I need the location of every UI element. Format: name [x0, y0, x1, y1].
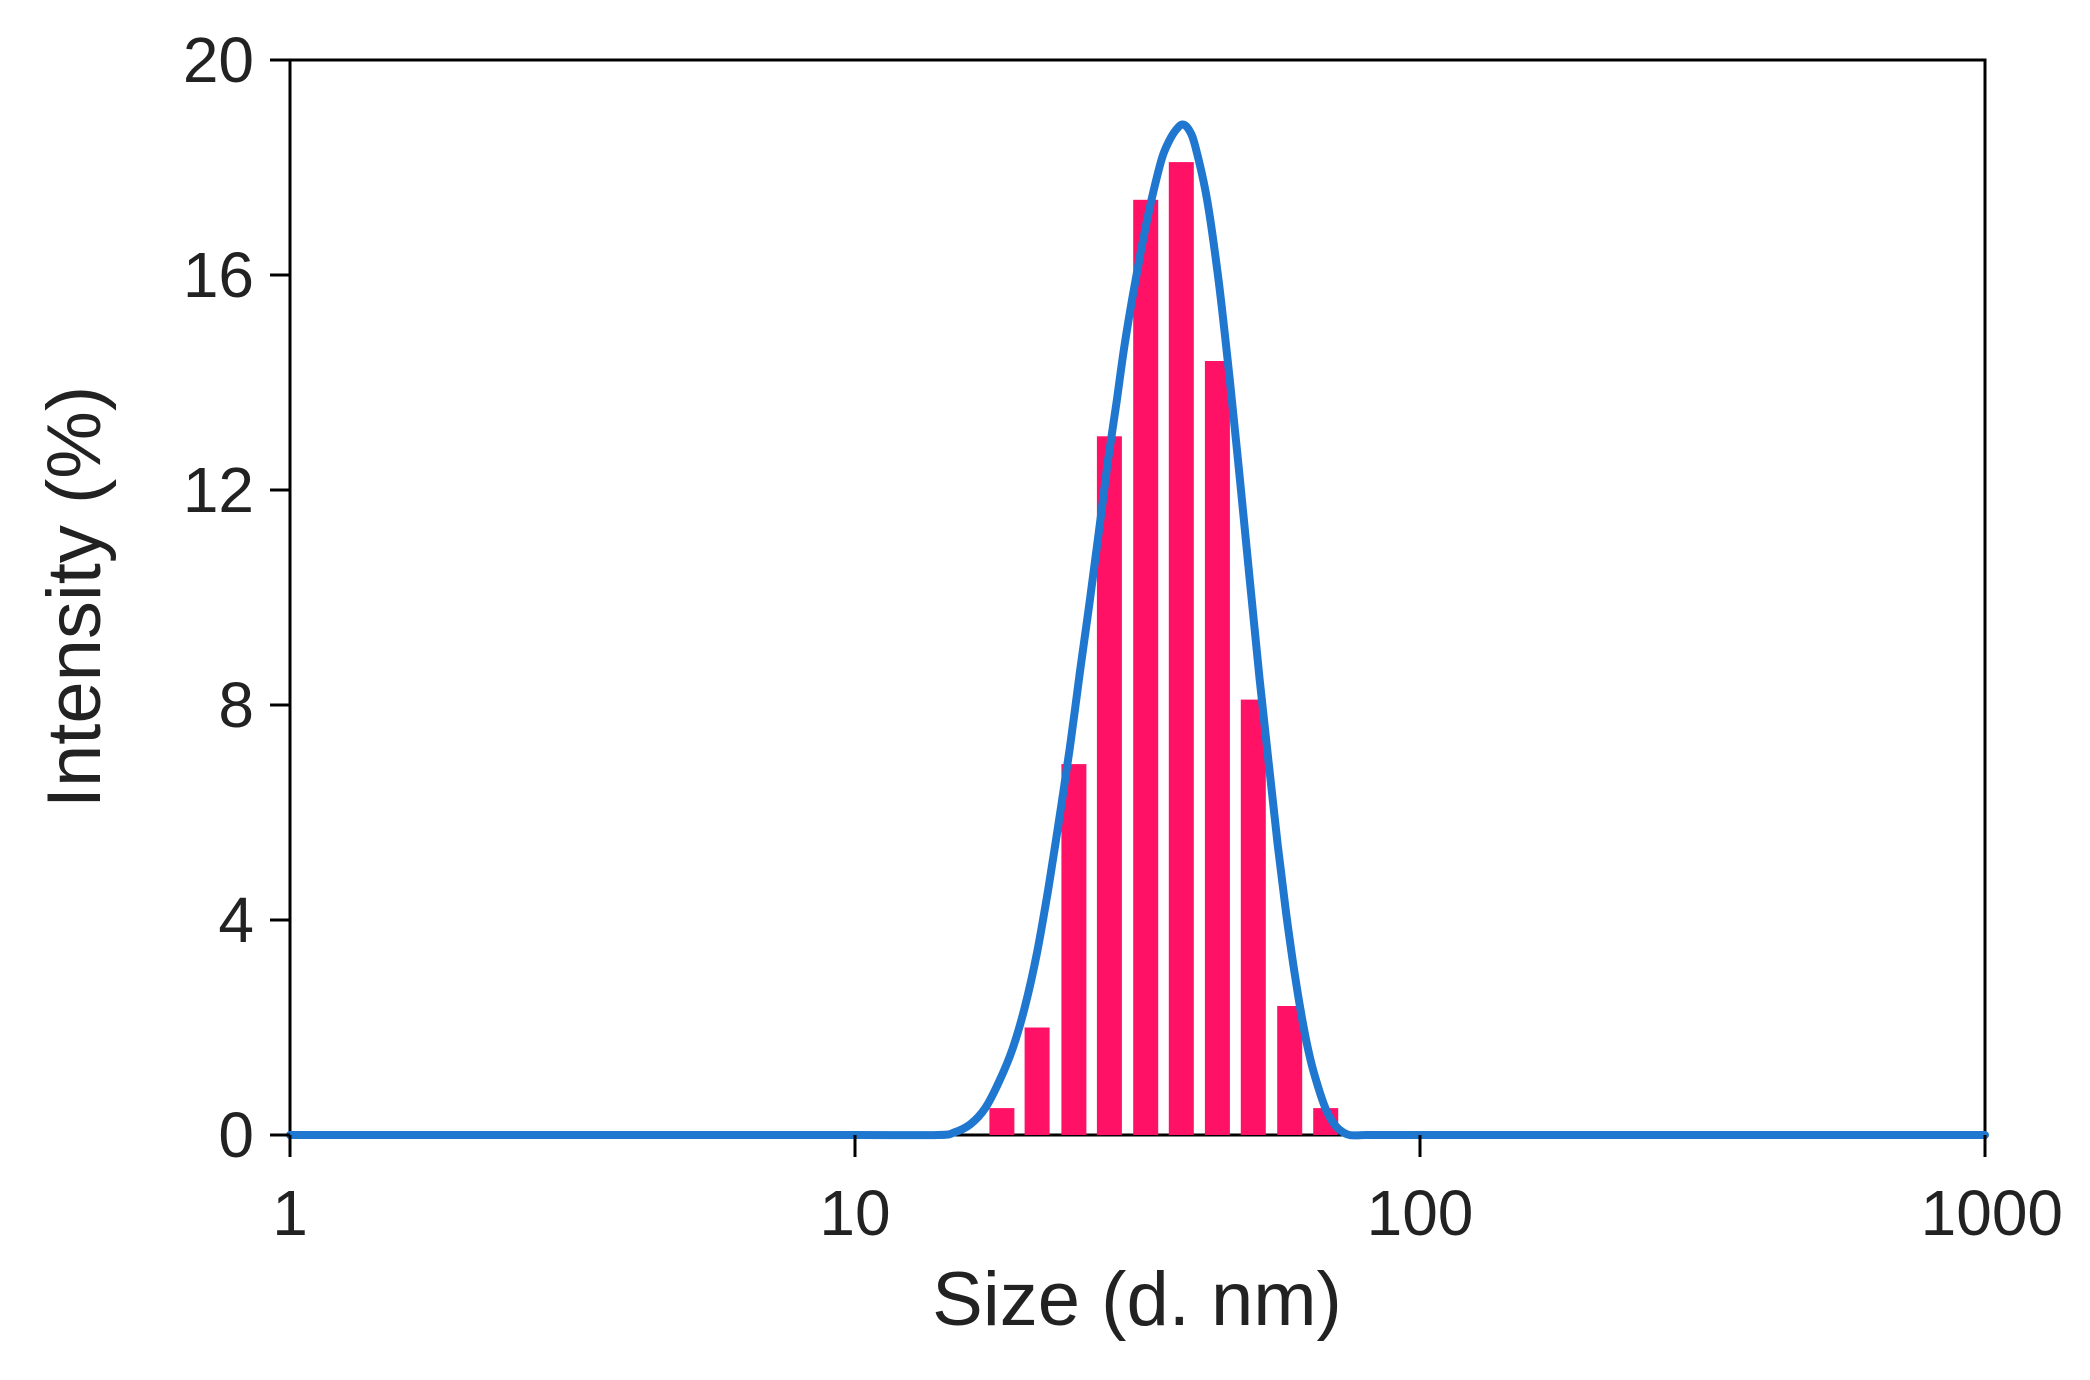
y-tick-label: 12	[183, 454, 254, 526]
histogram-bar	[1277, 1006, 1303, 1135]
x-tick-label: 100	[1367, 1177, 1474, 1249]
histogram-bars	[989, 162, 1339, 1136]
histogram-bar	[1096, 436, 1122, 1136]
y-axis: 0 4 8 12 16 20	[183, 24, 290, 1171]
histogram-bar	[1024, 1027, 1050, 1135]
x-tick-label: 10	[819, 1177, 890, 1249]
y-axis-title: Intensity (%)	[32, 386, 117, 808]
y-tick-label: 20	[183, 24, 254, 96]
distribution-curve-layer	[286, 120, 1989, 1140]
y-tick-label: 8	[218, 669, 254, 741]
histogram-bar	[989, 1108, 1015, 1135]
x-tick-label: 1	[272, 1177, 308, 1249]
x-axis: 1 10 100 1000	[272, 1135, 2063, 1249]
y-tick-label: 16	[183, 239, 254, 311]
histogram-bar	[1204, 361, 1230, 1135]
histogram-bar	[1061, 764, 1087, 1135]
x-axis-title: Size (d. nm)	[932, 1257, 1342, 1342]
y-tick-label: 0	[218, 1099, 254, 1171]
y-tick-label: 4	[218, 884, 254, 956]
x-tick-label: 1000	[1921, 1177, 2063, 1249]
histogram-bar	[1133, 199, 1159, 1136]
distribution-curve	[286, 120, 1989, 1140]
histogram-bar	[1168, 162, 1194, 1136]
histogram-bar	[1240, 699, 1266, 1135]
